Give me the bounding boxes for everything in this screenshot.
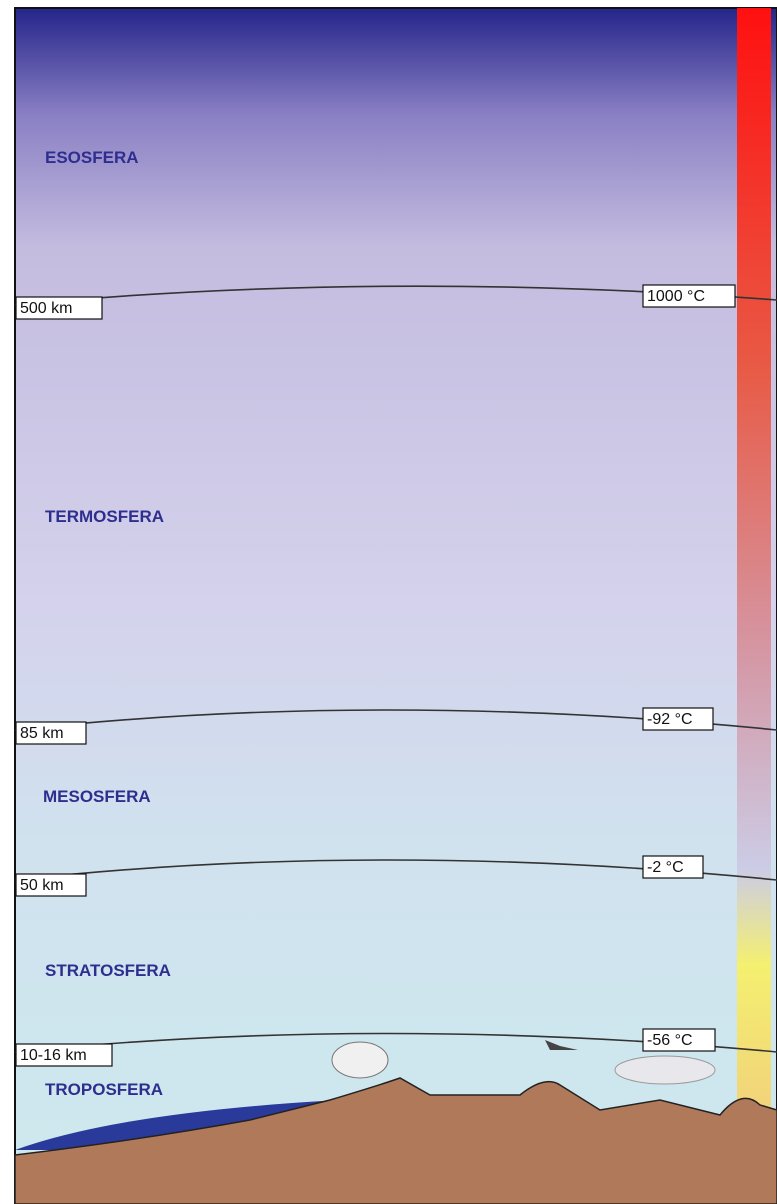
layer-label: TROPOSFERA <box>45 1080 163 1099</box>
label-box <box>642 707 714 731</box>
temperature-label: -92 °C <box>647 711 693 728</box>
label-box <box>15 1043 113 1067</box>
cloud <box>331 1041 389 1079</box>
temperature-label: -56 °C <box>647 1032 693 1049</box>
altitude-label: 50 km <box>20 877 64 894</box>
label-box <box>15 721 87 745</box>
layer-label: TERMOSFERA <box>45 507 164 526</box>
layer-label: MESOSFERA <box>43 787 151 806</box>
temperature-bar <box>737 8 771 1204</box>
boundary: 10-16 km -56 °C <box>14 1028 777 1067</box>
boundary: 85 km -92 °C <box>14 707 777 745</box>
boundary: 500 km 1000 °C <box>14 284 777 320</box>
label-box <box>642 855 704 879</box>
label-box <box>15 296 103 320</box>
boundary: 50 km -2 °C <box>14 855 777 897</box>
temperature-label: 1000 °C <box>647 288 705 305</box>
altitude-label: 500 km <box>20 300 72 317</box>
layer-label: ESOSFERA <box>45 148 139 167</box>
temperature-label: -2 °C <box>647 859 684 876</box>
ground <box>14 1077 777 1204</box>
airplane <box>530 1040 578 1050</box>
label-box <box>15 873 87 897</box>
cloud <box>614 1055 716 1085</box>
altitude-label: 85 km <box>20 725 64 742</box>
label-box <box>642 1028 716 1052</box>
layer-label: STRATOSFERA <box>45 961 171 980</box>
sky <box>14 7 777 1204</box>
label-box <box>642 284 736 308</box>
altitude-label: 10-16 km <box>20 1047 87 1064</box>
